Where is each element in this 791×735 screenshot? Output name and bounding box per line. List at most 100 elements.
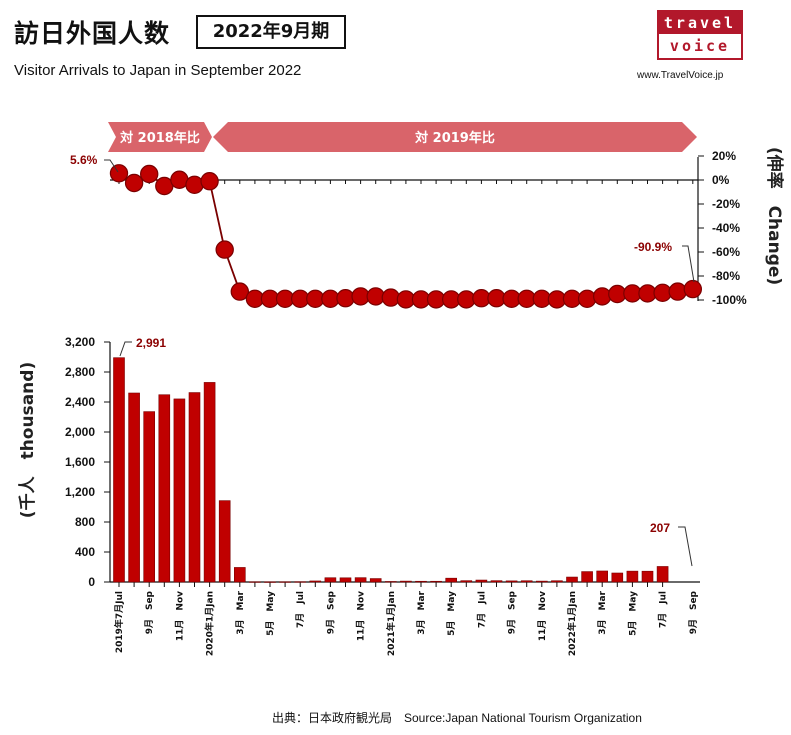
bar-x-tick-label: 2022年1月Jan	[566, 591, 578, 656]
bar-x-tick-label: 11月 Nov	[174, 591, 185, 641]
bar-x-tick-label: 11月 Nov	[356, 591, 367, 641]
line-y-tick-label: -60%	[712, 245, 740, 259]
bar	[656, 566, 669, 583]
bar	[460, 580, 473, 583]
bar	[279, 581, 291, 583]
bar-x-ticks: 2019年7月Jul 9月 Sep 11月 Nov 2020年1月Jan 3月 Mar 5…	[113, 582, 699, 656]
line-y-tick-label: -40%	[712, 221, 740, 235]
change-marker	[683, 279, 703, 299]
line-y-tick-label: -100%	[712, 293, 747, 307]
line-y-tick-label: 0%	[712, 173, 730, 187]
bar-x-tick-label: 9月 Sep	[325, 590, 336, 634]
bar	[203, 382, 216, 583]
line-y-tick-label: -20%	[712, 197, 740, 211]
change-markers	[109, 164, 703, 309]
line-callout-last: -90.9%	[634, 240, 672, 254]
bar	[490, 580, 503, 583]
bar-x-tick-label: 5月 May	[627, 591, 638, 636]
change-marker	[124, 173, 144, 193]
bar-x-tick-label: 11月 Nov	[537, 591, 548, 641]
bar	[581, 571, 593, 583]
line-callout-first: 5.6%	[70, 153, 98, 167]
bar	[551, 580, 563, 583]
bar-y-tick-label: 1,200	[65, 485, 95, 499]
change-marker	[109, 164, 129, 183]
bar-y-tick-label: 2,000	[65, 425, 95, 439]
line-callout-first-leader	[104, 159, 119, 173]
bar-x-tick-label: 3月 Mar	[416, 590, 427, 634]
bar	[641, 570, 654, 583]
bar	[611, 572, 624, 583]
bar	[158, 394, 171, 583]
bar-y-tick-label: 3,200	[65, 335, 95, 349]
bar	[400, 580, 412, 583]
bar	[128, 392, 140, 583]
banner-2019	[213, 122, 697, 152]
bar-x-tick-label: 7月 Jul	[658, 591, 669, 628]
bar	[369, 578, 382, 583]
banner-2019-label: 対 2019年比	[414, 130, 495, 146]
bar	[475, 579, 488, 583]
change-marker	[668, 282, 687, 301]
bar-x-tick-label: 9月 Sep	[688, 590, 699, 634]
bar-y-ticks: 3,200 2,800 2,400 2,000 1,600 1,200 800 400 0	[65, 335, 110, 589]
bar	[249, 581, 261, 583]
bar-x-tick-label: 3月 Mar	[597, 590, 608, 634]
change-marker	[185, 175, 204, 194]
bar	[339, 577, 352, 583]
bar-callout-last-leader	[678, 526, 693, 567]
logo-text-top: travel	[659, 12, 741, 34]
bar-y-tick-label: 2,400	[65, 395, 95, 409]
bar	[430, 580, 442, 583]
bar-x-tick-label: 9月 Sep	[144, 590, 155, 634]
change-marker	[336, 289, 355, 308]
bar-y-tick-label: 2,800	[65, 365, 95, 379]
bar-x-tick-label: 2021年1月Jan	[385, 591, 397, 656]
bar-y-tick-label: 400	[75, 545, 95, 559]
banner-2018	[108, 122, 212, 152]
bar-callout-last: 207	[650, 521, 670, 535]
change-marker	[139, 164, 159, 184]
page-subtitle: Visitor Arrivals to Japan in September 2…	[14, 62, 302, 79]
bar	[294, 581, 307, 583]
change-line	[118, 172, 693, 301]
line-y-tick-label: 20%	[712, 149, 736, 163]
change-marker	[593, 287, 612, 306]
line-y-axis-label: (伸率 Change)	[764, 147, 785, 285]
bar-y-axis-label: (千人 thousand)	[18, 362, 38, 518]
line-callout-last-leader	[682, 245, 695, 283]
bar-x-tick-label: 7月 Jul	[295, 591, 306, 628]
bar	[264, 581, 276, 583]
bar-x-tick-label: 3月 Mar	[235, 590, 246, 634]
bar	[566, 576, 578, 583]
line-y-tick-label: -80%	[712, 269, 740, 283]
change-marker	[200, 171, 219, 191]
bar	[520, 580, 533, 583]
travelvoice-logo[interactable]: travel voice	[657, 10, 743, 60]
bar-series	[113, 357, 669, 583]
site-url[interactable]: www.TravelVoice.jp	[637, 70, 724, 81]
bar-y-tick-label: 1,600	[65, 455, 95, 469]
bar	[354, 577, 367, 583]
bar	[113, 357, 125, 583]
bar	[445, 577, 458, 583]
bar	[173, 398, 186, 583]
bar-x-tick-label: 2020年1月Jan	[204, 591, 216, 656]
bar-x-tick-label: 5月 May	[446, 591, 457, 636]
bar-callout-first-leader	[119, 341, 132, 357]
change-marker	[577, 289, 597, 308]
change-marker	[215, 240, 234, 259]
page-title: 訪日外国人数	[14, 19, 171, 48]
bar	[626, 570, 639, 583]
bar	[309, 580, 322, 583]
bar	[505, 580, 518, 583]
bar	[535, 580, 548, 583]
period-badge: 2022年9月期	[196, 15, 346, 49]
bar	[596, 570, 609, 583]
bar	[415, 580, 427, 583]
logo-text-bottom: voice	[669, 37, 731, 55]
bar	[188, 392, 201, 583]
bar-y-tick-label: 800	[75, 515, 95, 529]
change-marker	[381, 288, 400, 307]
